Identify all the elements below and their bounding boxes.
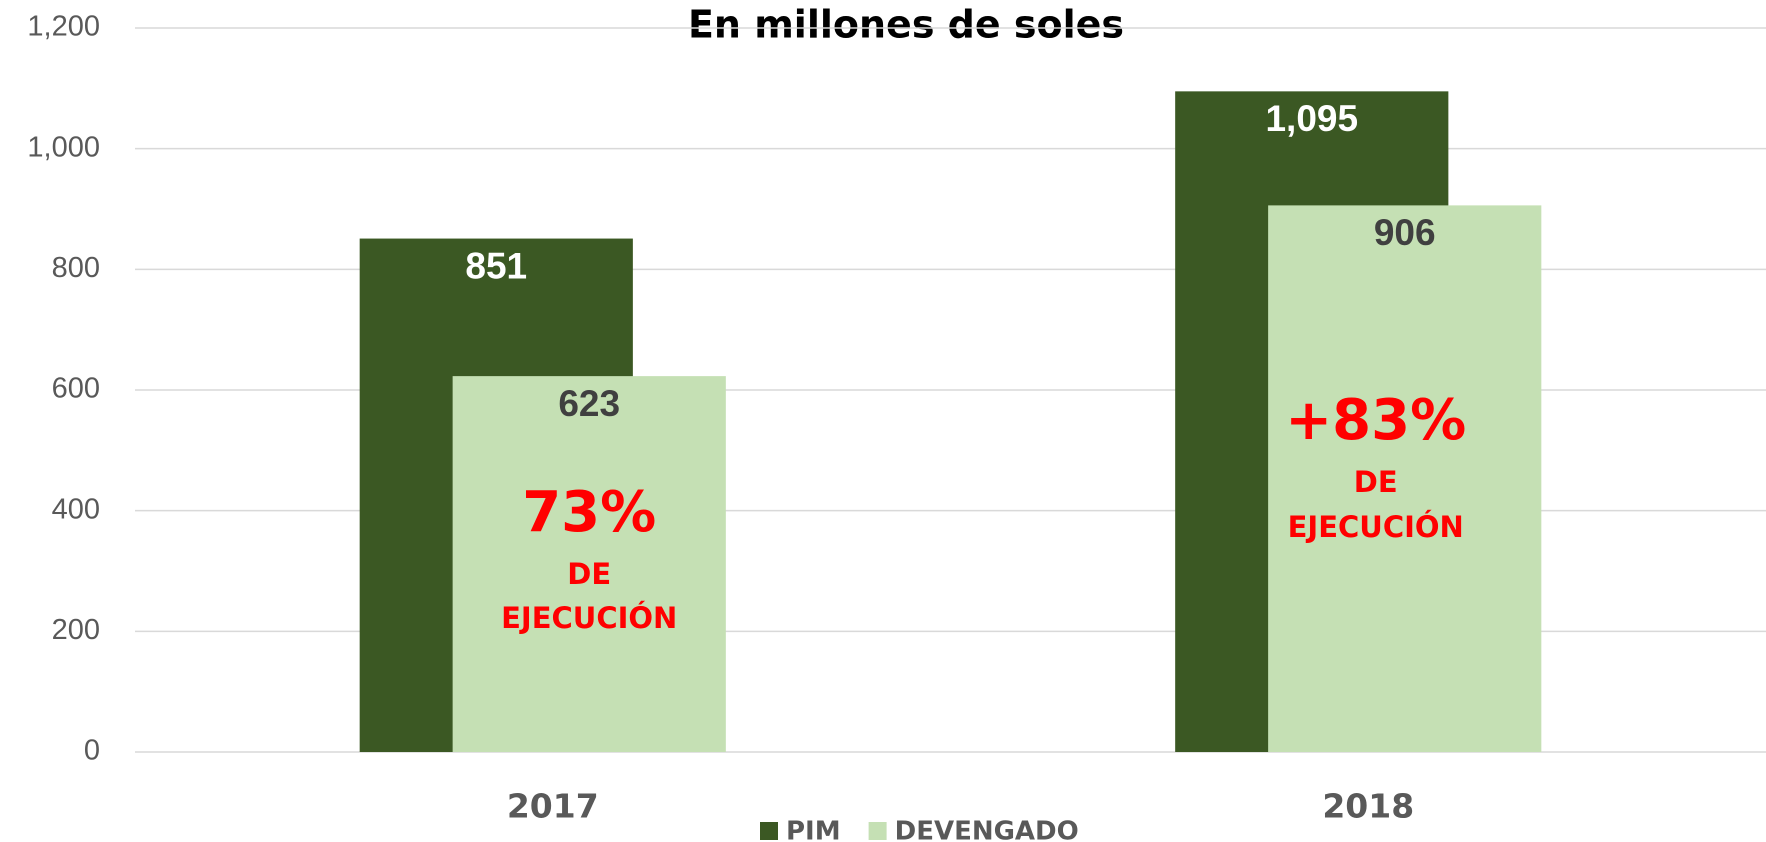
bar — [452, 376, 726, 752]
data-label: 1,095 — [1265, 98, 1358, 139]
y-tick-label: 400 — [52, 493, 100, 525]
legend-swatch — [868, 822, 887, 840]
annotation: +83% — [1285, 388, 1466, 453]
y-tick-label: 600 — [52, 373, 100, 405]
annotation: DE — [567, 557, 611, 591]
data-label: 851 — [465, 245, 527, 286]
data-label: 623 — [558, 383, 620, 424]
y-tick-label: 800 — [52, 252, 100, 284]
annotation: DE — [1354, 465, 1398, 499]
annotation: EJECUCIÓN — [1288, 510, 1464, 544]
x-tick-label: 2017 — [507, 787, 599, 826]
y-tick-label: 1,000 — [27, 131, 100, 163]
legend-label: PIM — [786, 817, 841, 842]
y-tick-label: 1,200 — [27, 11, 100, 43]
legend-swatch — [760, 822, 778, 840]
data-label: 906 — [1374, 212, 1436, 253]
y-tick-label: 200 — [52, 614, 100, 646]
annotation: EJECUCIÓN — [501, 601, 677, 635]
annotation: 73% — [522, 480, 656, 545]
legend-label: DEVENGADO — [895, 817, 1079, 842]
y-tick-label: 0 — [84, 735, 100, 767]
chart-title: En millones de soles — [688, 3, 1124, 47]
x-tick-label: 2018 — [1322, 787, 1414, 826]
bar — [1268, 205, 1542, 752]
